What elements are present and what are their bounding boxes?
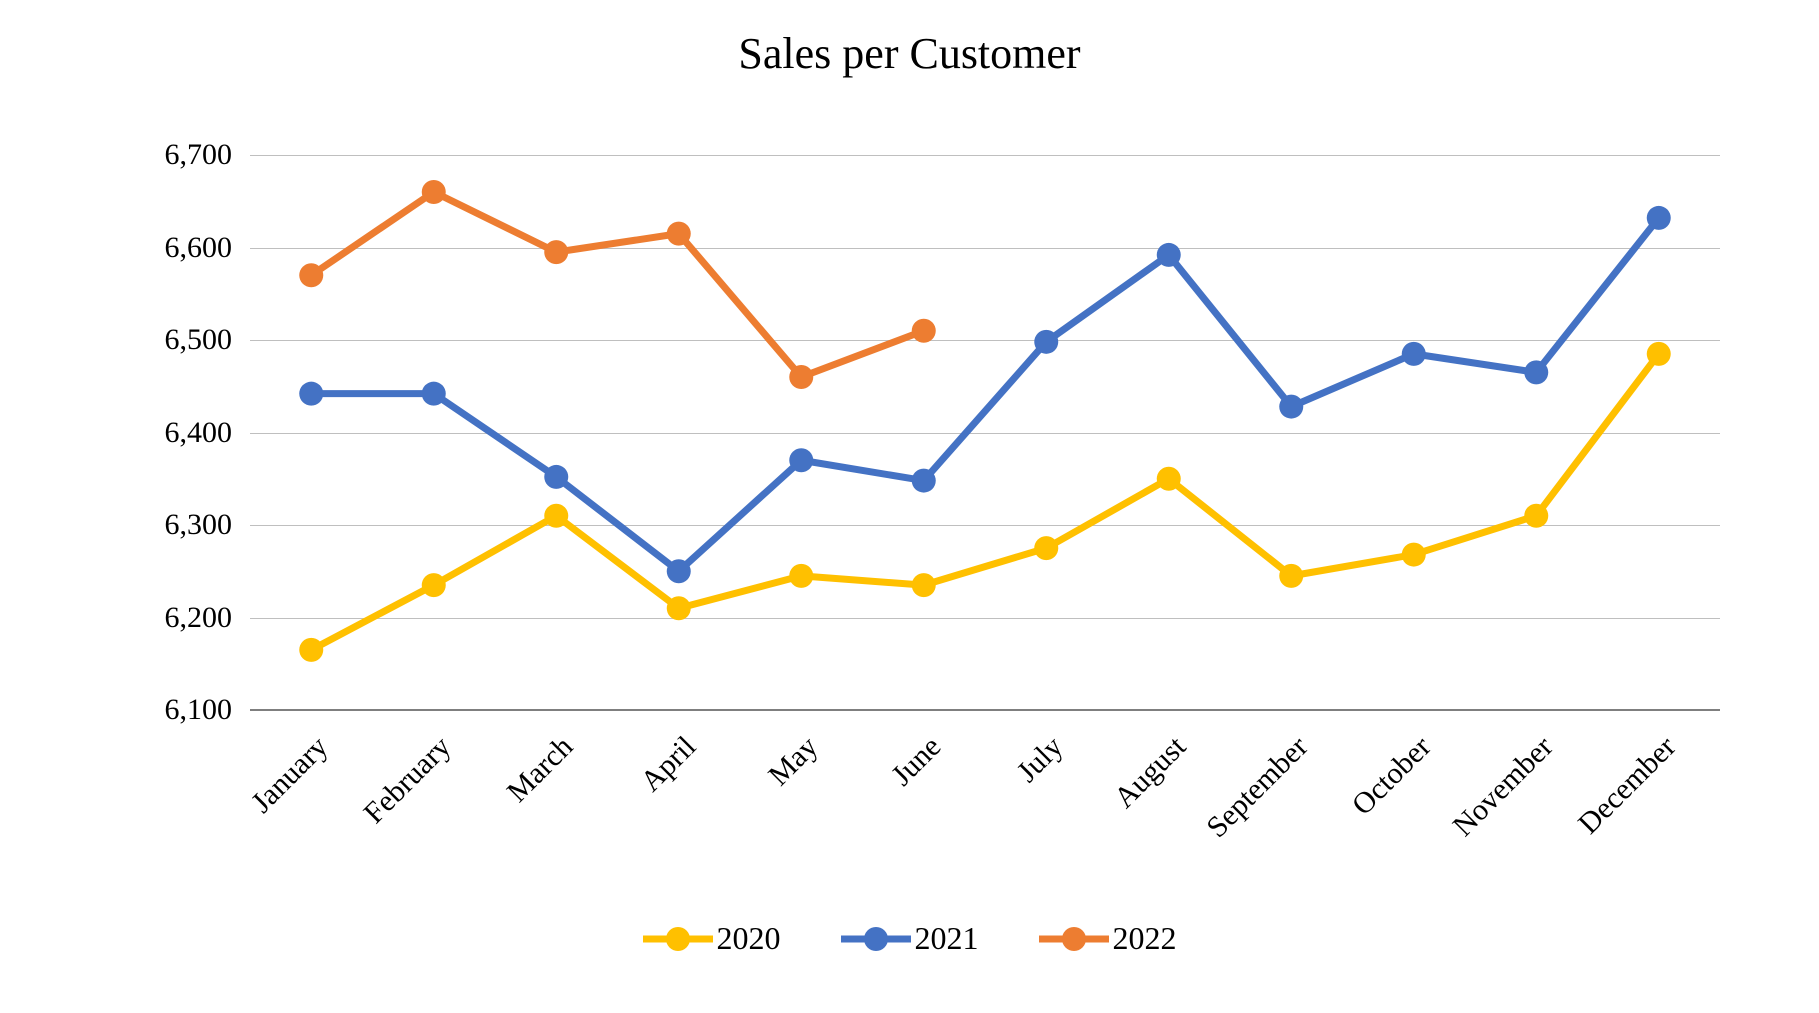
legend-swatch — [841, 924, 911, 954]
series-2022 — [250, 155, 1720, 710]
x-tick-label: March — [501, 730, 580, 809]
x-tick-label: January — [245, 730, 335, 820]
x-tick-label: February — [357, 730, 458, 831]
legend-label: 2022 — [1113, 920, 1177, 957]
legend-item-2021: 2021 — [841, 920, 979, 957]
x-tick-label: August — [1107, 730, 1192, 815]
marker — [299, 263, 323, 287]
x-tick-label: May — [762, 730, 825, 793]
legend-item-2020: 2020 — [643, 920, 781, 957]
y-tick-label: 6,400 — [165, 416, 233, 450]
legend-label: 2020 — [717, 920, 781, 957]
chart-title: Sales per Customer — [0, 28, 1819, 79]
x-tick-label: June — [885, 730, 948, 793]
legend-swatch — [1039, 924, 1109, 954]
x-tick-label: April — [634, 730, 703, 799]
marker — [789, 365, 813, 389]
marker — [422, 180, 446, 204]
y-tick-label: 6,700 — [165, 138, 233, 172]
sales-per-customer-chart: Sales per Customer 6,1006,2006,3006,4006… — [0, 0, 1819, 1013]
marker — [544, 240, 568, 264]
y-tick-label: 6,100 — [165, 693, 233, 727]
legend-swatch — [643, 924, 713, 954]
plot-area: 6,1006,2006,3006,4006,5006,6006,700Janua… — [250, 155, 1720, 710]
marker — [912, 319, 936, 343]
x-tick-label: November — [1447, 730, 1561, 844]
y-tick-label: 6,300 — [165, 508, 233, 542]
legend-label: 2021 — [915, 920, 979, 957]
y-tick-label: 6,600 — [165, 231, 233, 265]
y-tick-label: 6,500 — [165, 323, 233, 357]
x-tick-label: July — [1011, 730, 1070, 789]
marker — [667, 222, 691, 246]
x-tick-label: September — [1201, 730, 1316, 845]
legend: 2020 2021 2022 — [0, 920, 1819, 957]
x-tick-label: October — [1345, 730, 1437, 822]
x-tick-label: December — [1572, 730, 1683, 841]
legend-item-2022: 2022 — [1039, 920, 1177, 957]
y-tick-label: 6,200 — [165, 601, 233, 635]
